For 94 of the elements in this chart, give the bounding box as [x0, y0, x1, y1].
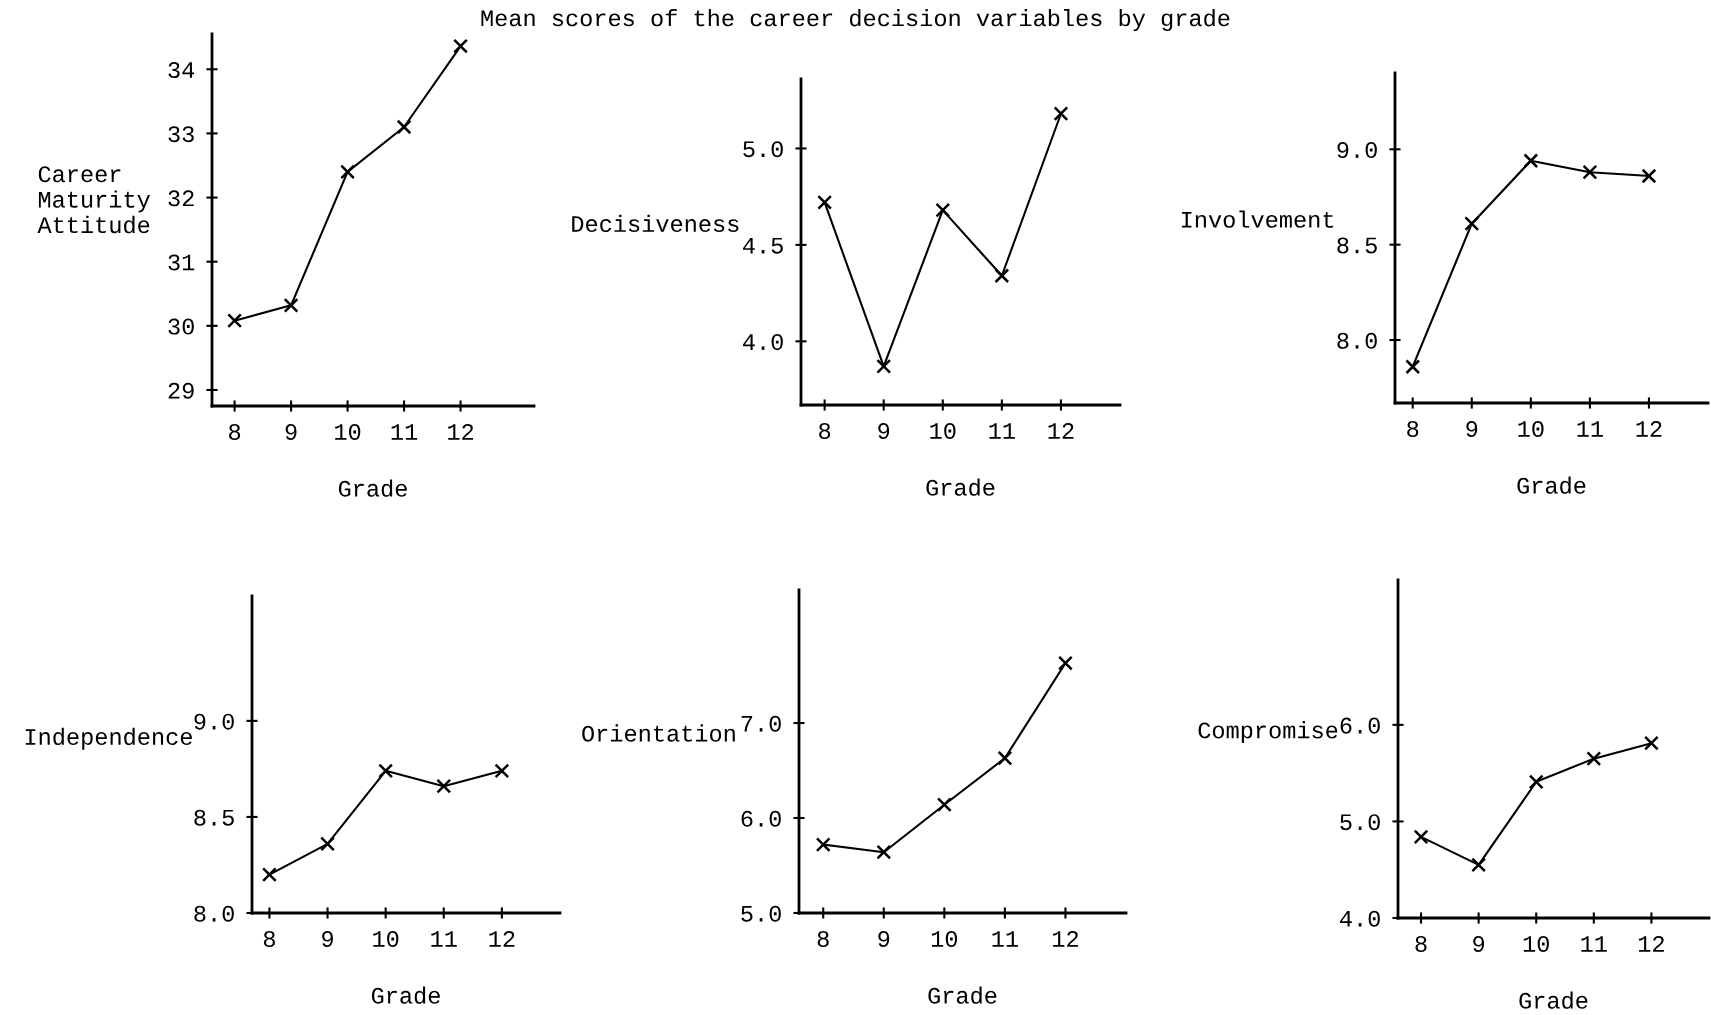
point: [817, 194, 833, 210]
point: [1464, 216, 1480, 232]
y-axis-title: Compromise: [1198, 721, 1338, 744]
point: [1471, 857, 1487, 873]
x-tick-label: 11: [431, 931, 457, 947]
y-axis-title: Involvement: [1181, 210, 1334, 228]
x-tick-label: 10: [930, 422, 956, 440]
y-tick-label: 9.0: [194, 713, 234, 730]
x-tick-label: 11: [1581, 936, 1607, 952]
point: [994, 268, 1010, 284]
x-tick-label: 9: [322, 930, 333, 948]
point: [1528, 774, 1544, 790]
point: [1057, 655, 1073, 671]
y-tick-label: 29: [168, 382, 194, 399]
y-tick-label: 6.0: [1340, 717, 1380, 734]
point: [261, 867, 277, 883]
x-tick-label: 12: [1636, 420, 1662, 437]
point: [1053, 106, 1069, 122]
x-tick-label: 8: [817, 930, 829, 948]
point: [320, 836, 336, 852]
x-tick-label: 8: [1407, 420, 1419, 438]
x-tick-label: 10: [1518, 420, 1544, 438]
y-tick-label: 7.0: [741, 715, 781, 732]
point: [1586, 751, 1602, 767]
x-tick-label: 9: [878, 930, 890, 948]
x-axis-title: Grade: [928, 986, 997, 1004]
y-axis-title: Career Maturity Attitude: [37, 166, 151, 234]
y-tick-label: 5.0: [741, 905, 781, 922]
y-tick-label: 4.0: [743, 334, 783, 351]
point: [1582, 164, 1598, 180]
point: [935, 202, 951, 218]
x-tick-label: 8: [229, 423, 241, 441]
x-tick-label: 9: [285, 423, 297, 441]
x-axis-title: Grade: [926, 478, 995, 496]
y-tick-label: 32: [168, 190, 194, 207]
y-tick-label: 9.0: [1337, 142, 1377, 159]
point: [227, 313, 243, 329]
x-tick-label: 12: [448, 423, 474, 440]
y-axis-title: Decisiveness: [572, 214, 739, 233]
point: [876, 358, 892, 374]
x-tick-label: 9: [1466, 420, 1478, 438]
x-tick-label: 11: [992, 931, 1018, 947]
x-tick-label: 11: [1577, 421, 1603, 437]
point: [1413, 829, 1429, 845]
x-tick-label: 8: [263, 930, 275, 948]
y-tick-label: 8.0: [194, 905, 234, 922]
x-tick-label: 9: [1473, 935, 1485, 953]
x-tick-label: 8: [819, 422, 831, 440]
y-tick-label: 31: [168, 254, 195, 271]
x-tick-label: 12: [1638, 935, 1664, 952]
y-tick-label: 8.5: [1337, 237, 1377, 254]
x-axis-title: Grade: [1517, 476, 1586, 494]
y-tick-label: 33: [168, 126, 194, 143]
x-tick-label: 9: [878, 422, 890, 440]
y-tick-label: 4.0: [1340, 910, 1380, 927]
x-tick-label: 10: [335, 423, 361, 441]
point: [997, 750, 1013, 766]
x-tick-label: 11: [989, 423, 1015, 439]
y-tick-label: 4.5: [743, 237, 783, 254]
y-tick-label: 6.0: [741, 810, 781, 827]
x-tick-label: 10: [931, 930, 958, 948]
point: [1643, 735, 1659, 751]
point: [396, 119, 412, 135]
y-tick-label: 8.0: [1337, 332, 1377, 349]
point: [340, 164, 356, 180]
point: [283, 297, 299, 313]
point: [436, 778, 452, 794]
point: [876, 844, 892, 860]
point: [936, 797, 952, 813]
x-tick-label: 12: [489, 930, 515, 947]
point: [378, 763, 394, 779]
x-axis-title: Grade: [1519, 991, 1588, 1009]
x-axis-title: Grade: [371, 986, 440, 1004]
y-axis-title: Orientation: [582, 724, 735, 742]
point: [453, 38, 469, 54]
x-tick-label: 12: [1052, 930, 1078, 947]
point: [494, 763, 510, 779]
x-tick-label: 12: [1048, 422, 1074, 439]
x-tick-label: 8: [1415, 935, 1427, 953]
point: [815, 837, 831, 853]
x-tick-label: 11: [391, 424, 418, 440]
point: [1523, 153, 1539, 169]
text: Mean scores of the career decision variables by grade: [481, 9, 1230, 32]
x-tick-label: 10: [1523, 935, 1549, 953]
x-tick-label: 10: [373, 930, 399, 948]
point: [1405, 359, 1421, 375]
x-axis-title: Grade: [338, 479, 407, 497]
y-axis-title: Independence: [25, 727, 192, 750]
y-tick-label: 5.0: [1340, 814, 1380, 831]
point: [1641, 168, 1657, 184]
y-tick-label: 30: [168, 318, 194, 335]
y-tick-label: 34: [168, 62, 195, 79]
y-tick-label: 8.5: [194, 809, 234, 826]
y-tick-label: 5.0: [743, 141, 783, 158]
